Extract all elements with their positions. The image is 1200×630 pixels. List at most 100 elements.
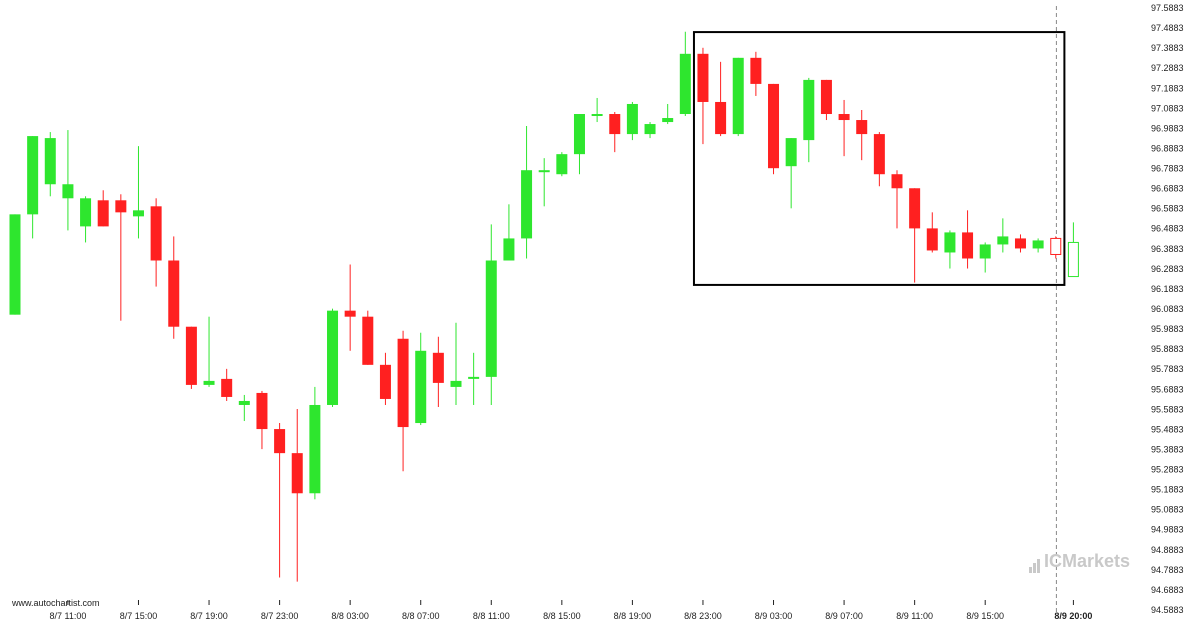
candle-body	[785, 138, 797, 167]
candle	[838, 99, 850, 157]
x-tick-label: 8/8 23:00	[684, 611, 722, 621]
candle	[238, 394, 250, 422]
candle-body	[750, 57, 762, 84]
candle	[485, 224, 497, 405]
candle	[115, 194, 127, 321]
candle-body	[485, 260, 497, 377]
candle	[168, 236, 180, 339]
x-tick-label: 8/9 07:00	[825, 611, 863, 621]
watermark: www.autochartist.com	[12, 598, 100, 608]
pattern-box-layer	[692, 31, 1066, 286]
y-tick-label: 94.7883	[1151, 565, 1184, 575]
x-tick-label: 8/8 03:00	[331, 611, 369, 621]
candle	[732, 57, 744, 137]
y-tick-label: 97.2883	[1151, 63, 1184, 73]
x-tick-label: 8/9 03:00	[755, 611, 793, 621]
y-axis: 94.5883 94.6883 94.7883 94.8883 94.9883 95.08…	[1151, 3, 1184, 615]
candle-body	[62, 184, 74, 199]
candle-body	[9, 214, 21, 315]
y-tick-label: 96.5883	[1151, 204, 1184, 214]
brand-text: ICMarkets	[1044, 551, 1131, 571]
y-tick-label: 95.2883	[1151, 465, 1184, 475]
pattern-rectangle	[692, 31, 1066, 286]
candle	[503, 204, 515, 261]
candle	[573, 114, 585, 175]
candle-body	[362, 316, 374, 365]
candle-body	[979, 244, 991, 259]
x-tick-label: 8/9 15:00	[966, 611, 1004, 621]
candle-body	[27, 136, 39, 215]
candle-body	[609, 114, 621, 135]
candle	[697, 47, 709, 145]
candle-body	[80, 198, 92, 227]
candle-body	[1032, 240, 1044, 249]
x-tick-label: 8/7 23:00	[261, 611, 299, 621]
candle	[1032, 238, 1044, 253]
candle	[274, 423, 286, 578]
candle	[909, 188, 921, 283]
candle-body	[556, 154, 568, 175]
candle-body	[856, 120, 868, 135]
candle	[538, 158, 550, 207]
candle-body	[44, 138, 56, 185]
candles-layer	[9, 31, 1079, 582]
candle-body	[256, 392, 268, 430]
candle-body	[891, 174, 903, 189]
candle	[979, 242, 991, 273]
brand-logo: ICMarkets	[1029, 551, 1131, 573]
candle-body	[1014, 238, 1026, 249]
candle-body	[962, 232, 974, 259]
candle-body	[238, 400, 250, 405]
candle	[715, 61, 727, 137]
y-tick-label: 96.8883	[1151, 143, 1184, 153]
candle	[1014, 234, 1026, 253]
candle-body	[644, 124, 656, 135]
candle	[926, 212, 938, 253]
y-tick-label: 96.3883	[1151, 244, 1184, 254]
y-tick-label: 95.5883	[1151, 404, 1184, 414]
candle	[432, 336, 444, 407]
y-tick-label: 95.4883	[1151, 424, 1184, 434]
candle	[362, 310, 374, 365]
y-tick-label: 95.6883	[1151, 384, 1184, 394]
candle	[591, 97, 603, 123]
candle	[415, 332, 427, 426]
y-tick-label: 96.7883	[1151, 164, 1184, 174]
y-tick-label: 94.8883	[1151, 545, 1184, 555]
x-tick-label: 8/8 07:00	[402, 611, 440, 621]
candle-body	[626, 103, 638, 135]
y-tick-label: 95.9883	[1151, 324, 1184, 334]
candle	[185, 326, 197, 389]
candle	[97, 190, 109, 227]
y-tick-label: 96.6883	[1151, 184, 1184, 194]
candle-body	[97, 200, 109, 227]
y-tick-label: 97.3883	[1151, 43, 1184, 53]
candle-body	[538, 170, 550, 173]
candle	[62, 130, 74, 231]
candle	[221, 368, 233, 401]
candle-body	[432, 352, 444, 383]
candle-body	[732, 57, 744, 135]
candle	[662, 103, 674, 125]
candle-body	[132, 210, 144, 217]
candle	[450, 322, 462, 405]
y-tick-label: 97.4883	[1151, 23, 1184, 33]
candle-body	[521, 170, 533, 239]
candle	[521, 126, 533, 259]
candle-body	[591, 114, 603, 117]
candle	[609, 112, 621, 153]
y-tick-label: 97.5883	[1151, 3, 1184, 13]
candle	[750, 51, 762, 96]
candle-body	[450, 380, 462, 387]
candle-body	[873, 134, 885, 175]
candle-body	[468, 376, 480, 379]
x-tick-label: 8/9 20:00	[1054, 611, 1092, 621]
x-tick-label: 8/7 11:00	[49, 611, 86, 621]
candle	[9, 214, 21, 315]
candle	[291, 408, 303, 582]
candle	[803, 77, 815, 163]
candle	[856, 109, 868, 161]
x-tick-label: 8/7 15:00	[120, 611, 158, 621]
candle-body	[379, 364, 391, 399]
